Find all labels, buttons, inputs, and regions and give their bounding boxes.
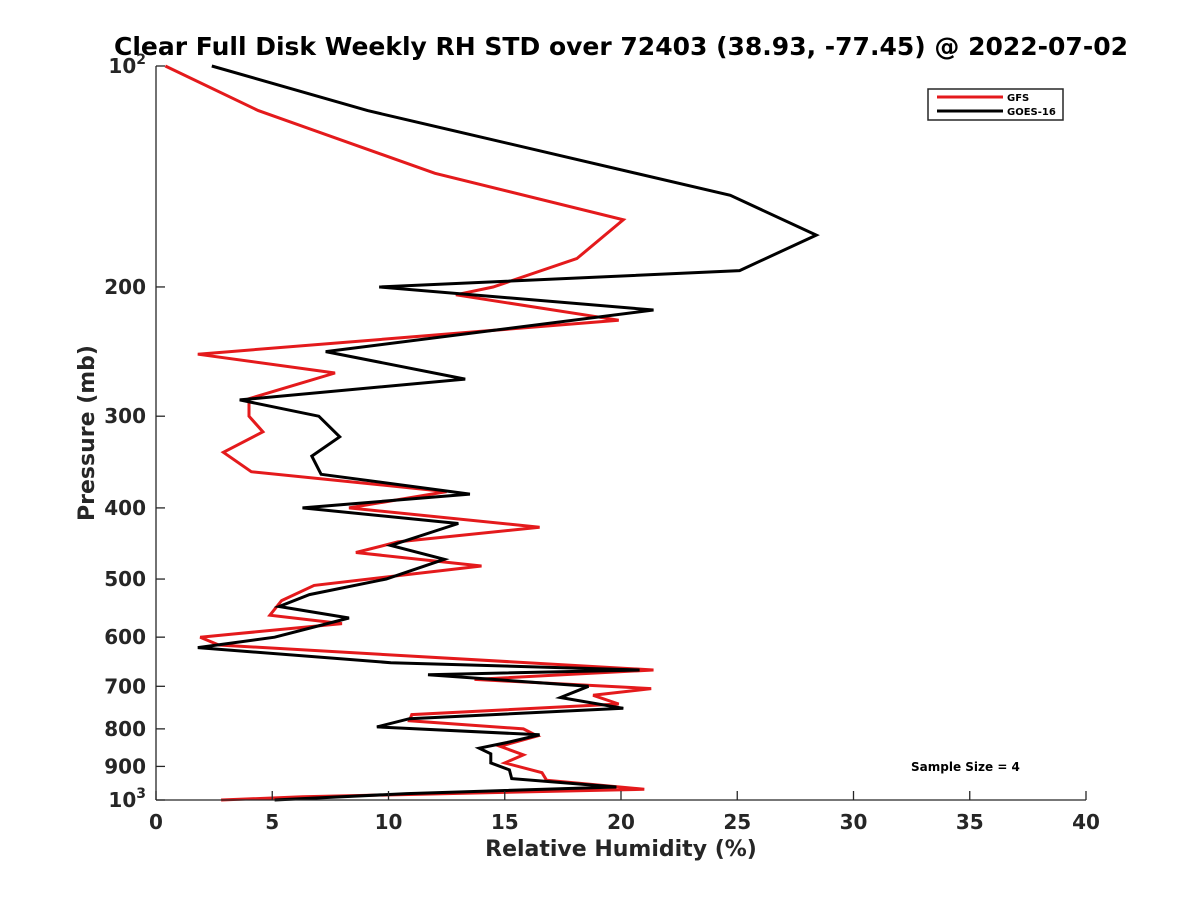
y-tick-label: 700 [104,674,146,698]
chart-title: Clear Full Disk Weekly RH STD over 72403… [114,32,1128,61]
series-line-goes16 [197,64,820,802]
x-tick-label: 35 [956,810,984,834]
legend-label-gfs: GFS [1007,93,1029,104]
x-tick-label: 15 [491,810,519,834]
y-tick-label: 300 [104,404,146,428]
y-tick-label: 200 [104,275,146,299]
y-tick-label: 400 [104,496,146,520]
sample-size-annotation: Sample Size = 4 [911,760,1020,774]
y-tick-label: 103 [108,786,146,812]
y-tick-label: 900 [104,754,146,778]
x-tick-label: 0 [149,810,163,834]
x-axis-label: Relative Humidity (%) [485,837,757,862]
x-tick-label: 40 [1072,810,1100,834]
x-axis: 0 5 10 15 20 25 30 35 40 [149,791,1100,834]
series-line-gfs [164,64,654,802]
y-tick-label: 600 [104,625,146,649]
x-tick-label: 10 [375,810,403,834]
legend: GFS GOES-16 [927,88,1064,121]
x-tick-label: 30 [840,810,868,834]
legend-box [927,88,1064,121]
legend-label-goes16: GOES-16 [1007,107,1056,118]
plot-area [164,64,820,802]
x-tick-label: 20 [607,810,635,834]
y-axis: 102 200 300 400 500 600 700 800 900 103 [104,52,165,812]
y-axis-label: Pressure (mb) [75,345,100,521]
x-tick-label: 5 [265,810,279,834]
y-tick-label: 500 [104,567,146,591]
y-tick-label: 800 [104,717,146,741]
x-tick-label: 25 [723,810,751,834]
y-tick-label: 102 [108,52,146,78]
